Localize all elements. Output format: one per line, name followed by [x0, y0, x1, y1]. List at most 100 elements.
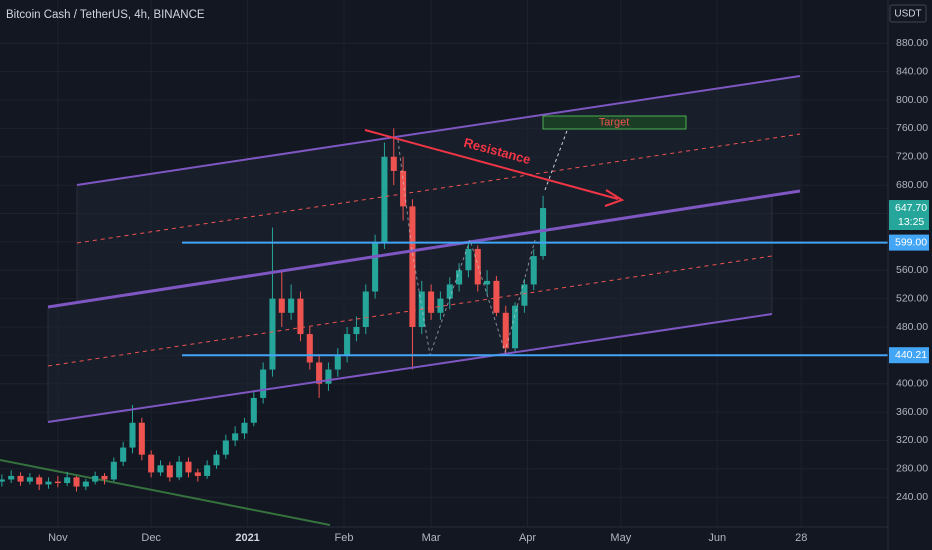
candle-body — [110, 461, 117, 480]
candle-body — [381, 156, 388, 242]
candle-body — [521, 284, 528, 306]
candle-body — [176, 461, 183, 478]
candle-body — [26, 477, 33, 482]
axes: 240.00280.00320.00360.00400.00440.00480.… — [48, 37, 929, 544]
candle-body — [390, 156, 397, 171]
y-tick-label: 680.00 — [896, 179, 928, 191]
candle-body — [409, 206, 416, 327]
candle-body — [344, 334, 351, 356]
candle-body — [493, 280, 500, 313]
candle-body — [0, 479, 5, 482]
currency-label[interactable]: USDT — [894, 9, 921, 20]
candle-body — [120, 447, 127, 462]
candle-body — [269, 298, 276, 370]
candle-body — [512, 305, 519, 349]
price-label: 440.21 — [895, 349, 927, 361]
target-box — [542, 115, 687, 130]
y-tick-label: 800.00 — [896, 94, 928, 106]
candle-body — [372, 241, 379, 292]
countdown-label: 13:25 — [898, 216, 924, 228]
x-tick-label: Apr — [519, 532, 536, 544]
y-tick-label: 840.00 — [896, 65, 928, 77]
candle-body — [185, 461, 192, 473]
candle-body — [92, 475, 99, 482]
candle-body — [325, 369, 332, 384]
price-label-box — [889, 200, 929, 231]
candle-body — [502, 312, 509, 349]
channel-upper — [76, 75, 801, 186]
candle-body — [213, 454, 220, 466]
y-tick-label: 240.00 — [896, 491, 928, 503]
price-label: 599.00 — [895, 236, 927, 248]
candle-body — [166, 465, 173, 478]
y-tick-label: 720.00 — [896, 151, 928, 163]
candle-body — [250, 397, 257, 423]
price-label: 647.70 — [895, 202, 927, 214]
candle-body — [278, 298, 285, 313]
candle-body — [428, 291, 435, 313]
resistance-arrow — [364, 129, 619, 200]
candle-body — [36, 477, 43, 485]
candle-body — [465, 248, 472, 271]
channel-dashed — [76, 133, 801, 244]
candle-body — [82, 481, 89, 487]
candle-body — [64, 477, 71, 484]
y-tick-label: 320.00 — [896, 434, 928, 446]
candle-body — [297, 298, 304, 335]
path-projection — [397, 139, 536, 356]
candle-body — [204, 465, 211, 476]
price-label-box — [889, 234, 929, 251]
x-tick-label: Jun — [708, 532, 726, 544]
x-tick-label: Mar — [422, 532, 441, 544]
candle-body — [241, 422, 248, 434]
candle-body — [17, 475, 24, 482]
channel-middle — [47, 189, 801, 309]
candle-body — [316, 362, 323, 384]
candle-body — [260, 369, 267, 398]
price-levels — [182, 241, 888, 357]
candle-body — [222, 440, 229, 455]
candle-body — [138, 422, 145, 455]
target-label: Target — [599, 116, 630, 128]
candle-body — [484, 280, 491, 285]
candle-body — [446, 284, 453, 299]
y-tick-label: 880.00 — [896, 37, 928, 49]
channel-lower — [47, 313, 773, 423]
y-tick-label: 480.00 — [896, 321, 928, 333]
candle-body — [456, 270, 463, 285]
y-tick-label: 760.00 — [896, 122, 928, 134]
candle-body — [437, 298, 444, 313]
x-tick-label: 2021 — [235, 532, 259, 544]
candle-body — [530, 256, 537, 285]
candle-body — [400, 170, 407, 207]
candle-body — [232, 433, 239, 441]
candle-body — [157, 465, 164, 473]
y-tick-label: 360.00 — [896, 406, 928, 418]
candle-body — [288, 298, 295, 313]
candle-body — [101, 475, 108, 480]
x-tick-label: Feb — [335, 532, 354, 544]
candle-body — [194, 472, 201, 476]
trend-line — [0, 459, 331, 526]
candle-body — [353, 326, 360, 335]
arrow-head — [604, 189, 625, 207]
candle-body — [8, 475, 15, 480]
y-tick-label: 560.00 — [896, 264, 928, 276]
candle-body — [148, 454, 155, 473]
x-tick-label: Nov — [48, 532, 68, 544]
currency-box[interactable] — [889, 4, 927, 23]
x-tick-label: May — [610, 532, 631, 544]
candle-body — [334, 355, 341, 370]
chart-title: Bitcoin Cash / TetherUS, 4h, BINANCE — [6, 9, 205, 21]
x-tick-label: Dec — [141, 532, 161, 544]
candle-body — [306, 334, 313, 363]
y-tick-label: 280.00 — [896, 463, 928, 475]
channel-dashed — [47, 255, 773, 367]
candle-body — [474, 248, 481, 285]
candle-body — [73, 477, 80, 487]
candles — [0, 128, 547, 492]
candle-body — [129, 422, 136, 448]
candle-body — [45, 481, 52, 485]
target-projection — [544, 127, 569, 191]
